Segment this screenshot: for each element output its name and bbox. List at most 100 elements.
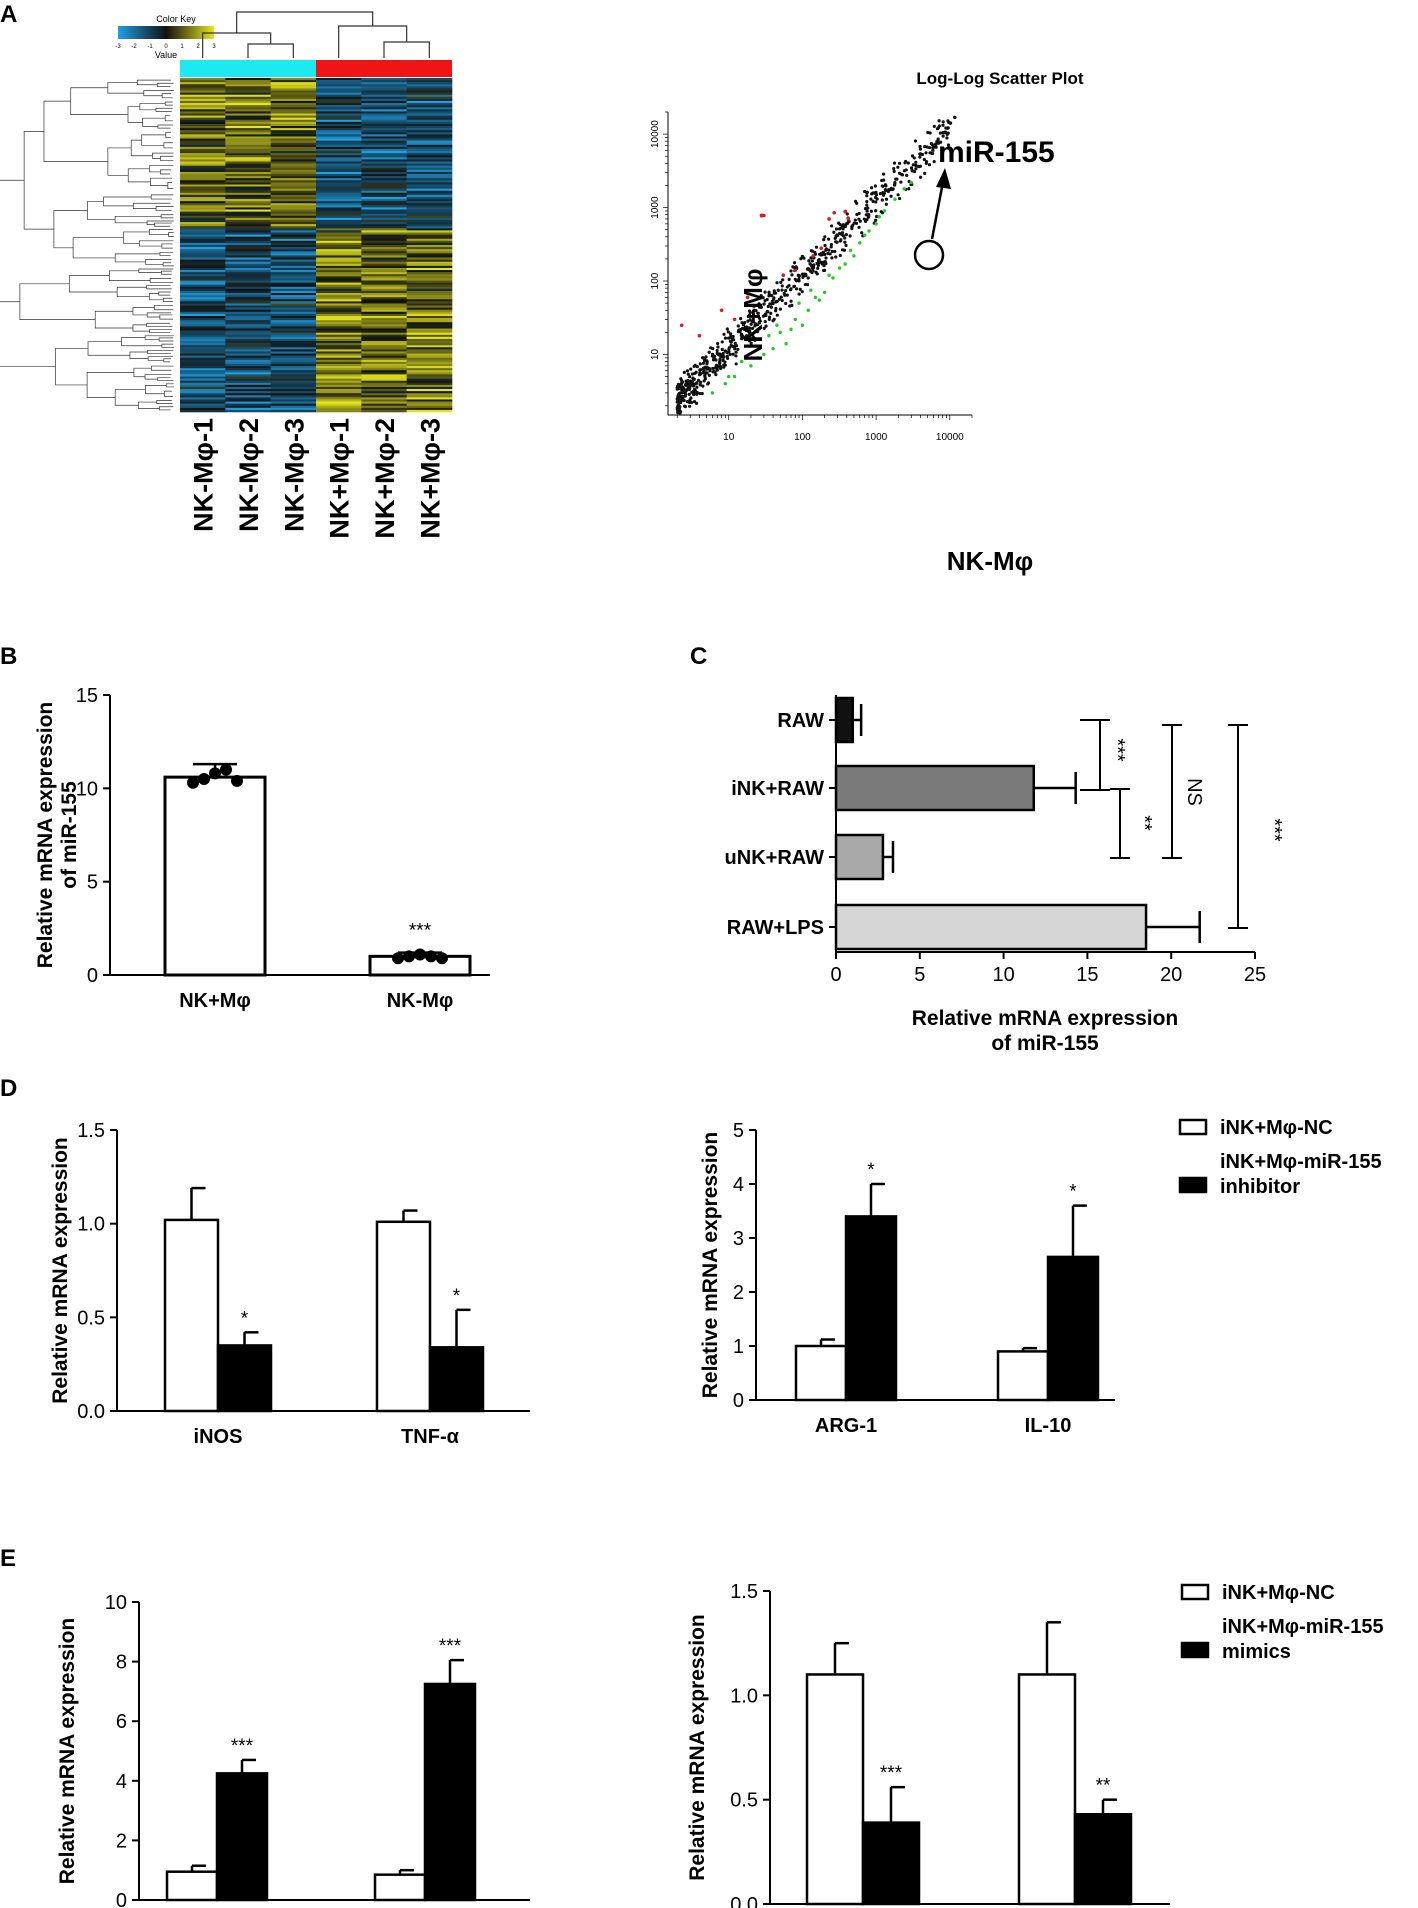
scatter-point: [829, 242, 834, 247]
heatmap-cell: [270, 309, 317, 313]
heatmap-cell: [225, 355, 271, 359]
heatmap-cell: [180, 395, 226, 398]
heatmap-cell: [225, 343, 271, 346]
heatmap-cell: [406, 171, 453, 175]
heatmap-cell: [270, 188, 317, 192]
heatmap-cell: [406, 405, 453, 409]
heatmap-cell: [316, 315, 362, 319]
heatmap-cell: [316, 161, 362, 164]
row-dendrogram-branch: [94, 310, 133, 329]
scatter-point: [816, 266, 820, 270]
bar-control: [165, 1870, 219, 1902]
heatmap-cell: [270, 397, 317, 400]
heatmap-cell: [180, 111, 226, 114]
scatter-point-up: [846, 217, 851, 221]
comparison-label: ***: [1106, 738, 1128, 762]
y-tick-label: 1.0: [730, 1685, 758, 1707]
heatmap-cell: [361, 345, 407, 348]
scatter-point: [711, 366, 715, 371]
heatmap-cell: [225, 272, 271, 275]
scatter-point: [835, 233, 839, 237]
heatmap-cell: [180, 357, 226, 361]
heatmap-cell: [180, 180, 226, 183]
heatmap-cell: [361, 159, 407, 162]
scatter-point: [695, 381, 699, 385]
heatmap-cell: [180, 382, 226, 386]
heatmap-cell: [406, 176, 453, 179]
heatmap-cell: [361, 236, 407, 240]
heatmap-cell: [180, 270, 226, 273]
heatmap-cell: [180, 280, 226, 283]
heatmap-cell: [180, 265, 226, 269]
heatmap-cell: [316, 240, 362, 244]
heatmap-cell: [270, 117, 317, 121]
row-dendrogram-branch: [143, 90, 174, 97]
scatter-point: [736, 347, 740, 352]
heatmap-cell: [406, 209, 453, 212]
y-tick-label: 10: [76, 778, 98, 800]
heatmap-cell: [225, 395, 271, 398]
row-dendrogram-branch: [127, 106, 143, 123]
heatmap-cell: [406, 184, 453, 187]
heatmap-cell: [361, 328, 407, 331]
heatmap-cell: [180, 263, 226, 267]
heatmap-cell: [270, 270, 317, 273]
heatmap-cell: [225, 205, 271, 208]
heatmap-cell: [316, 403, 362, 407]
scatter-point: [778, 307, 783, 311]
scatter-point: [692, 392, 696, 397]
row-dendrogram-branch: [127, 168, 151, 183]
legend-label-treatment: iNK+Mφ-miR-155: [1220, 1151, 1382, 1173]
scatter-point: [767, 294, 771, 298]
heatmap-cell: [180, 374, 226, 377]
heatmap-cell: [270, 207, 317, 210]
scatter-point: [874, 193, 879, 197]
heatmap-cell: [180, 201, 226, 204]
heatmap-cell: [270, 182, 317, 185]
scatter-point: [917, 164, 921, 169]
scatter-point: [840, 248, 845, 252]
heatmap-cell: [361, 278, 407, 281]
heatmap-cell: [316, 391, 362, 394]
heatmap-cell: [361, 171, 407, 175]
heatmap-cell: [180, 368, 226, 371]
heatmap-cell: [406, 257, 453, 260]
scatter-point: [858, 219, 862, 223]
heatmap-cell: [316, 284, 362, 288]
heatmap-cell: [180, 176, 226, 179]
heatmap-cell: [316, 167, 362, 171]
x-axis-label: of miR-155: [991, 1032, 1099, 1055]
heatmap-cell: [361, 368, 407, 371]
heatmap-cell: [270, 359, 317, 363]
heatmap-cell: [406, 142, 453, 146]
scatter-point: [865, 199, 869, 204]
heatmap-cell: [180, 372, 226, 375]
heatmap-cell: [406, 230, 453, 233]
scatter-point: [681, 395, 685, 400]
heatmap-cell: [406, 196, 453, 200]
heatmap-cell: [180, 284, 226, 288]
heatmap-cell: [180, 92, 226, 95]
heatmap-cell: [406, 211, 453, 214]
heatmap-cell: [225, 305, 271, 308]
row-dendrogram-branch: [160, 214, 174, 219]
mir155-highlight-circle: [913, 239, 945, 271]
scatter-point: [823, 252, 827, 257]
scatter-point: [722, 332, 726, 336]
heatmap-cell: [406, 213, 453, 217]
heatmap-cell: [270, 297, 317, 300]
heatmap-cell: [180, 230, 226, 233]
heatmap-cell: [361, 245, 407, 248]
heatmap-cell: [361, 188, 407, 192]
heatmap-cell: [225, 94, 271, 98]
heatmap-cell: [316, 368, 362, 371]
legend-label-treatment-2: mimics: [1222, 1641, 1291, 1663]
scatter-point: [776, 288, 780, 292]
heatmap-cell: [225, 119, 271, 123]
scatter-point-down: [775, 323, 779, 327]
bar: [834, 764, 1036, 812]
heatmap-cell: [406, 332, 453, 336]
scatter-point: [863, 219, 868, 223]
heatmap-cell: [316, 267, 362, 271]
heatmap-cell: [270, 284, 317, 288]
